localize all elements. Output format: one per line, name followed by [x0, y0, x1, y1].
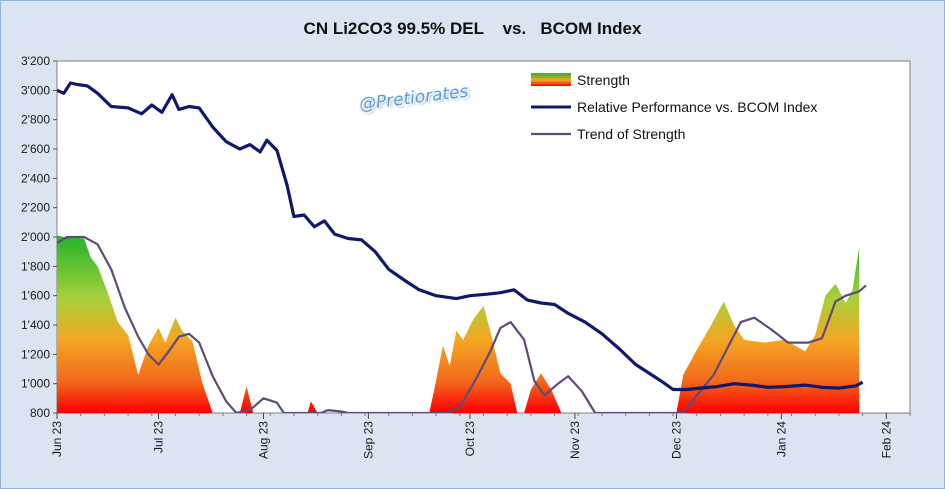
x-tick-label: Jul 23 [152, 421, 166, 453]
y-tick-label: 2'600 [21, 142, 50, 156]
x-tick-label: Sep 23 [361, 421, 375, 459]
x-tick-label: Oct 23 [463, 421, 477, 457]
y-tick-label: 800 [30, 406, 50, 420]
legend-strength-label: Strength [577, 72, 630, 88]
y-tick-label: 3'200 [21, 54, 50, 68]
chart-title: CN Li2CO3 99.5% DEL vs. BCOM Index [303, 19, 642, 38]
y-tick-label: 1'800 [21, 259, 50, 273]
y-tick-label: 2'200 [21, 201, 50, 215]
plot-layers [57, 81, 867, 413]
y-axis: 800 1'000 1'200 1'400 1'600 1'800 2'000 2'200 2'… [21, 54, 57, 420]
x-tick-label: Dec 23 [669, 421, 683, 459]
x-tick-label: Feb 24 [879, 421, 893, 459]
legend: Strength Relative Performance vs. BCOM I… [531, 72, 817, 142]
trend-of-strength-line [57, 235, 867, 413]
legend-strength-swatch [531, 73, 571, 86]
y-tick-label: 2'000 [21, 230, 50, 244]
x-tick-label: Nov 23 [568, 421, 582, 459]
legend-performance-label: Relative Performance vs. BCOM Index [577, 99, 817, 115]
x-tick-label: Jan 24 [774, 421, 788, 457]
x-tick-label: Jun 23 [50, 421, 64, 457]
y-tick-label: 1'200 [21, 347, 50, 361]
y-tick-label: 3'000 [21, 83, 50, 97]
x-tick-label: Aug 23 [256, 421, 270, 459]
legend-trend-label: Trend of Strength [577, 126, 685, 142]
x-axis: Jun 23 Jul 23 Aug 23 Sep 23 Oct 23 Nov 23 Dec … [50, 413, 911, 459]
y-tick-label: 1'600 [21, 289, 50, 303]
strength-area [57, 235, 860, 413]
y-tick-label: 1'000 [21, 377, 50, 391]
y-tick-label: 2'400 [21, 171, 50, 185]
y-tick-label: 2'800 [21, 113, 50, 127]
relative-performance-line [57, 81, 864, 392]
y-tick-label: 1'400 [21, 318, 50, 332]
